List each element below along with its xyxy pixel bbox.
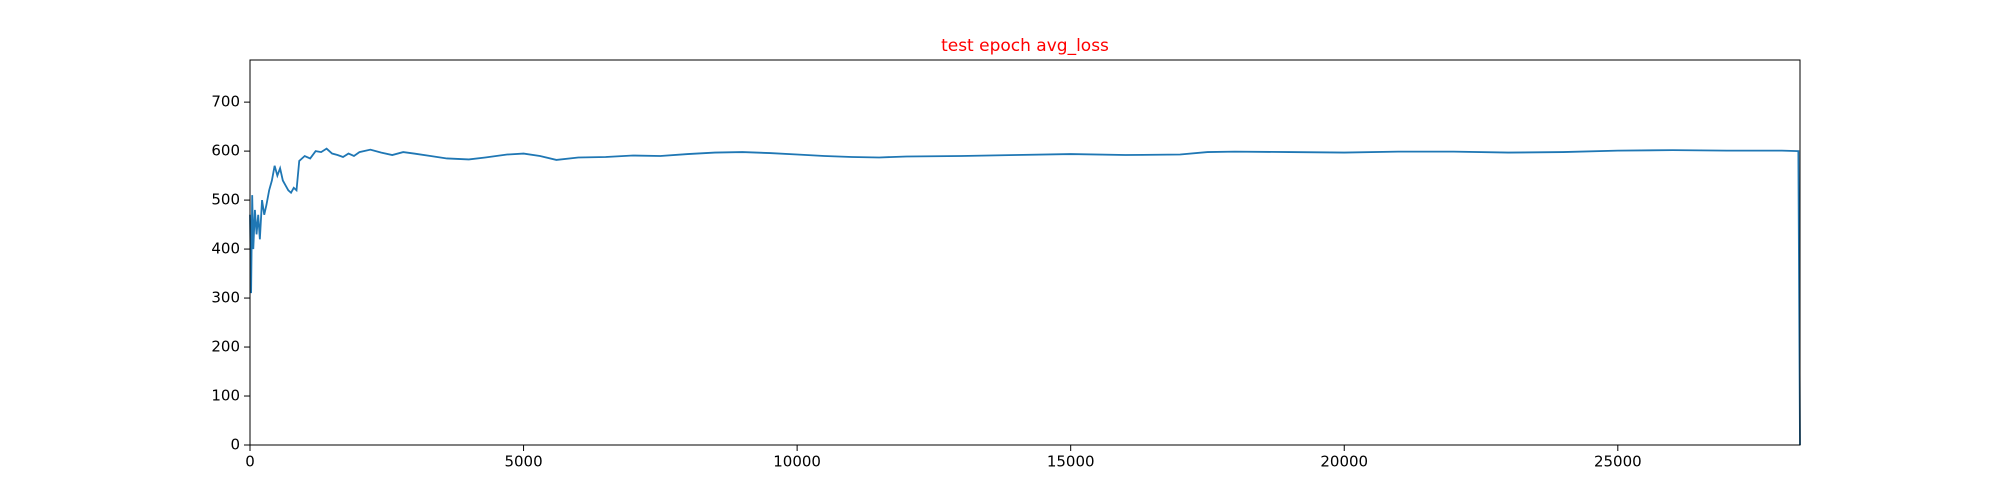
y-tick-label: 100	[211, 387, 240, 405]
x-tick-label: 20000	[1320, 453, 1368, 471]
x-tick-label: 0	[245, 453, 255, 471]
x-tick-label: 15000	[1047, 453, 1095, 471]
x-tick-label: 25000	[1594, 453, 1642, 471]
y-tick-label: 0	[230, 436, 240, 454]
y-tick-label: 300	[211, 289, 240, 307]
plot-frame	[249, 59, 1801, 446]
x-tick-label: 10000	[773, 453, 821, 471]
y-tick-label: 200	[211, 338, 240, 356]
chart-title: test epoch avg_loss	[941, 36, 1109, 56]
y-tick-label: 700	[211, 93, 240, 111]
data-line	[249, 147, 1801, 446]
x-tick-label: 5000	[504, 453, 542, 471]
y-tick-label: 600	[211, 142, 240, 160]
y-tick-label: 500	[211, 191, 240, 209]
y-tick-label: 400	[211, 240, 240, 258]
